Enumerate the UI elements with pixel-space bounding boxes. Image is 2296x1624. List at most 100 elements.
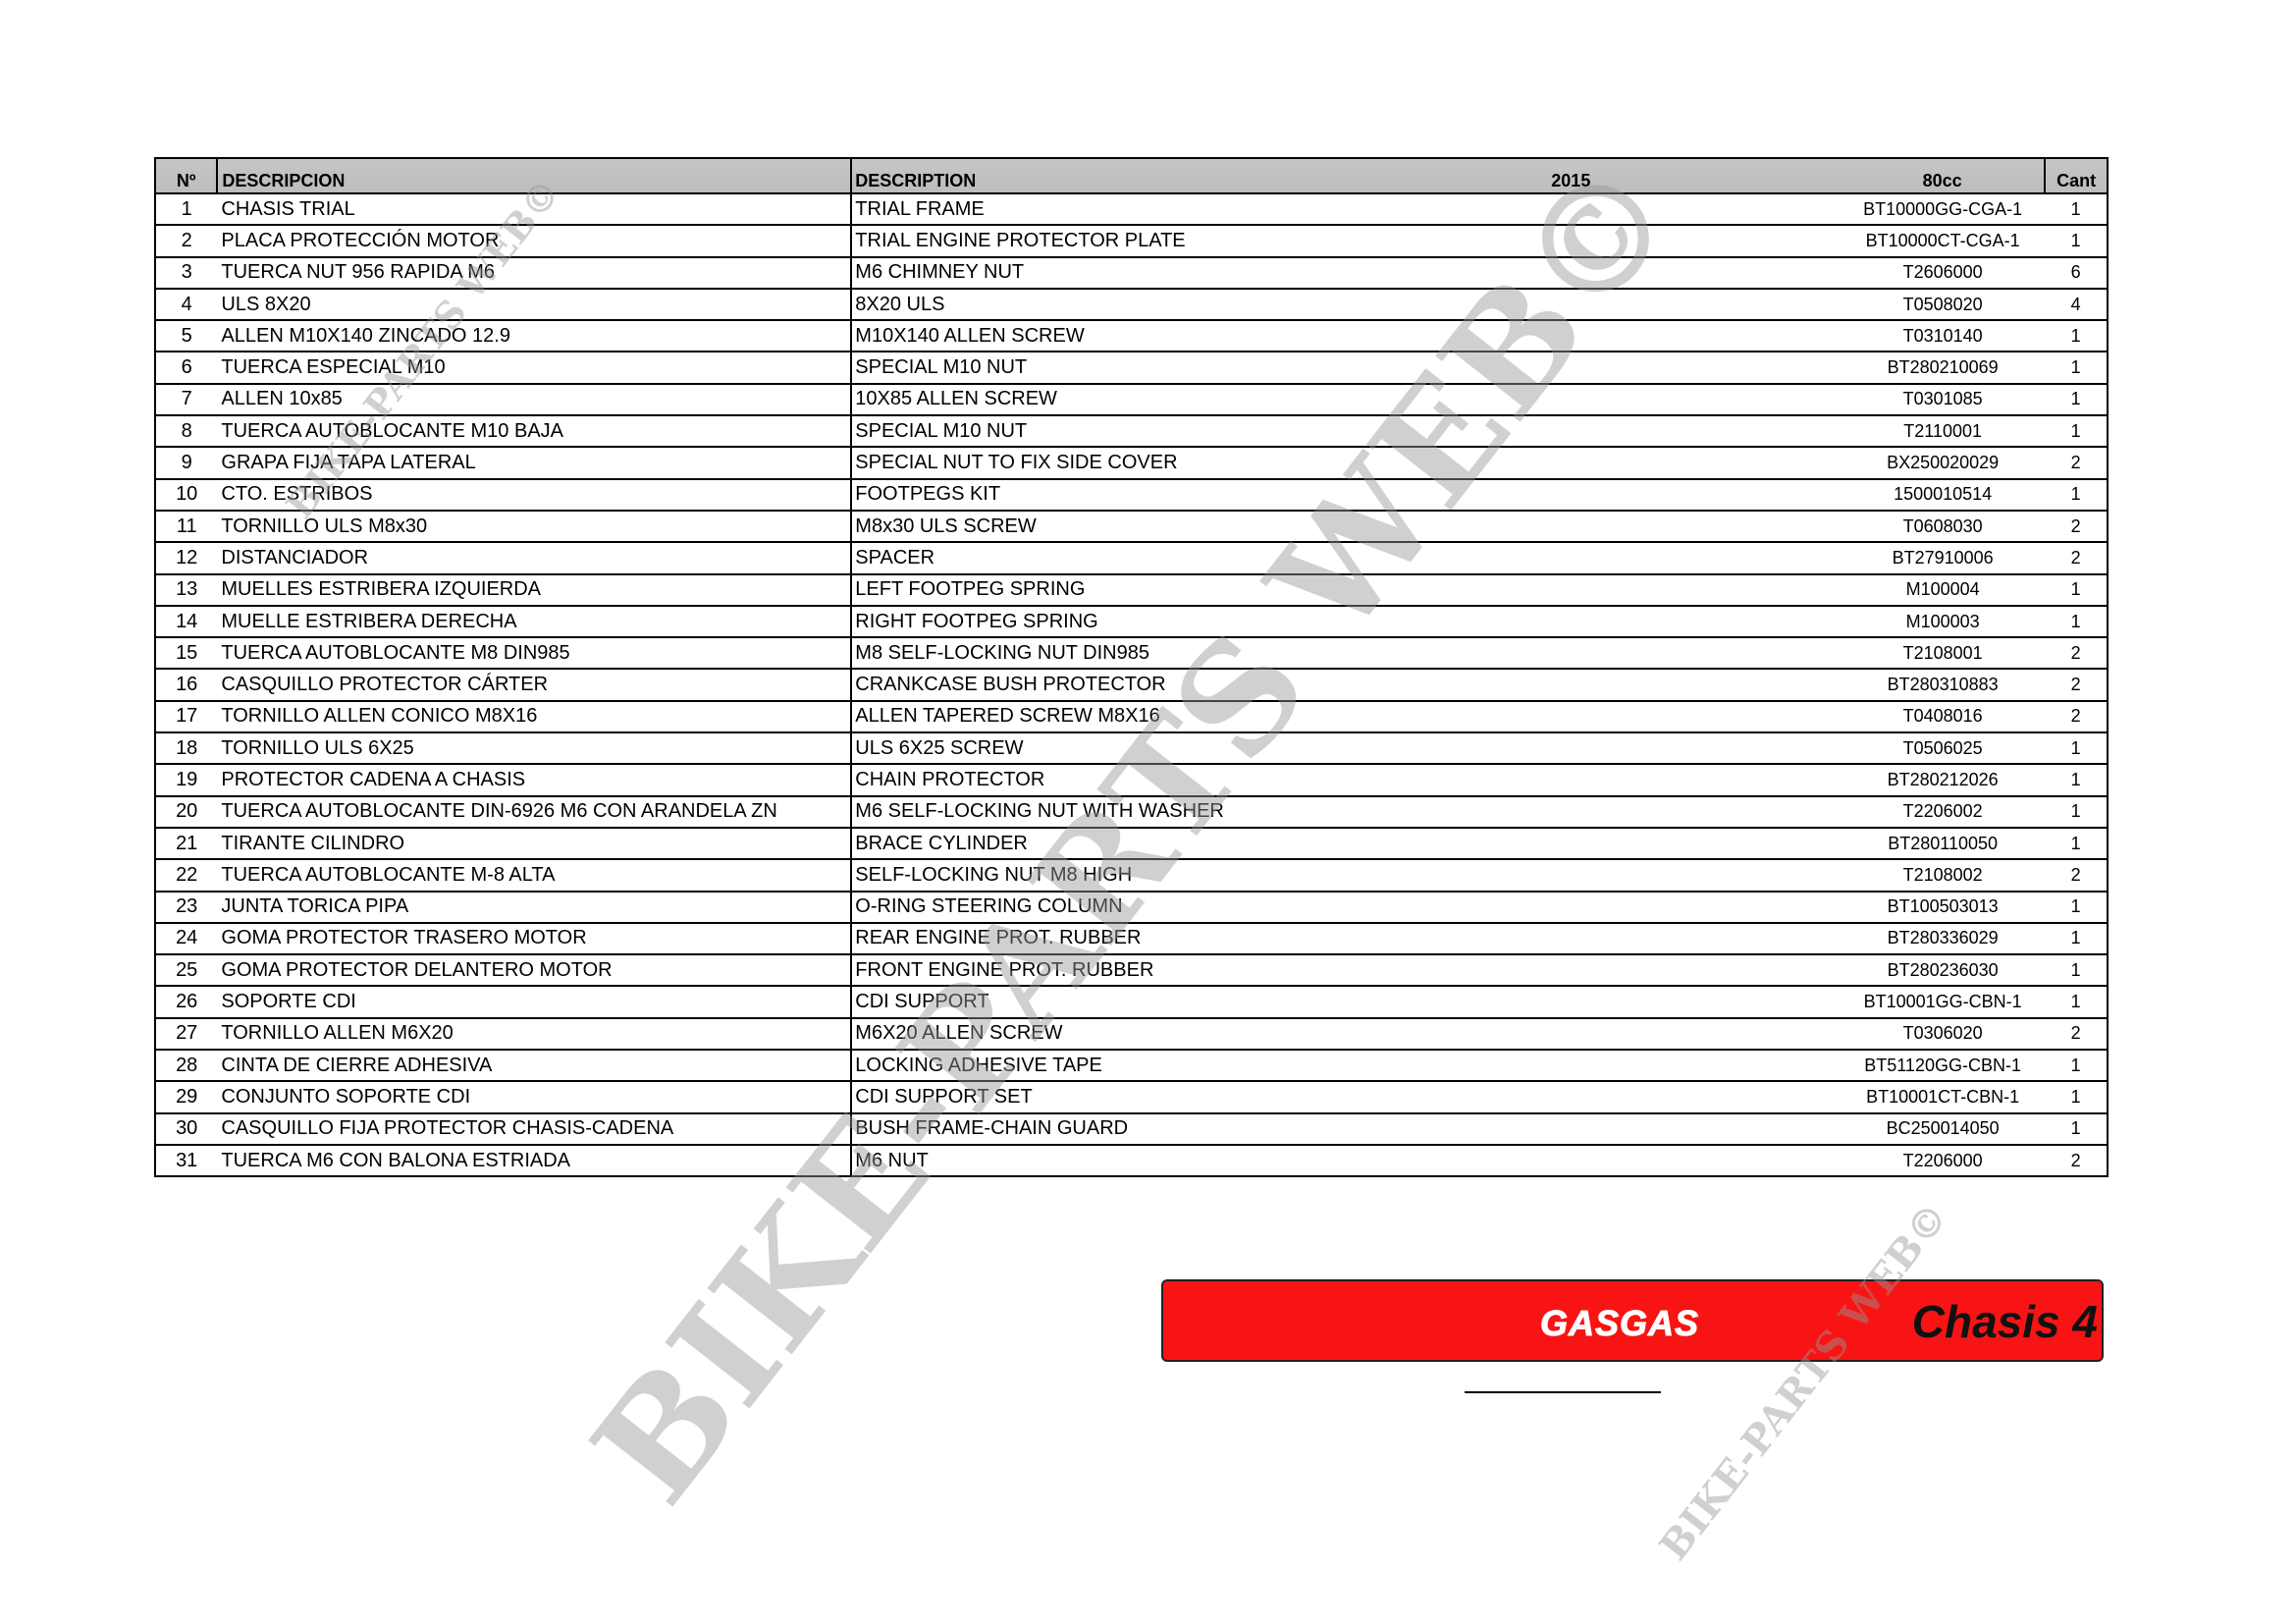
row-number: 1 <box>155 193 218 227</box>
part-code-cell: BX250020029 <box>1840 447 2046 480</box>
description-cell: LEFT FOOTPEG SPRING <box>850 573 1841 607</box>
descripcion-cell: CASQUILLO FIJA PROTECTOR CHASIS-CADENA <box>217 1112 852 1146</box>
quantity-cell: 2 <box>2045 447 2108 480</box>
description-cell: LOCKING ADHESIVE TAPE <box>850 1050 1841 1083</box>
description-cell: M6 SELF-LOCKING NUT WITH WASHER <box>850 795 1841 829</box>
header-description-label: DESCRIPTION <box>855 171 977 190</box>
quantity-cell: 2 <box>2045 1144 2108 1178</box>
table-header-row: Nº DESCRIPCION DESCRIPTION 2015 80cc Cant <box>155 158 2108 194</box>
part-code-cell: BT10000GG-CGA-1 <box>1840 193 2046 227</box>
table-row: 14 MUELLE ESTRIBERA DERECHA RIGHT FOOTPEG … <box>155 605 2108 639</box>
part-code-cell: 1500010514 <box>1840 478 2046 512</box>
quantity-cell: 2 <box>2045 1017 2108 1052</box>
table-row: 18 TORNILLO ULS 6X25 ULS 6X25 SCREW T050602… <box>155 732 2108 766</box>
description-cell: RIGHT FOOTPEG SPRING <box>850 605 1841 639</box>
quantity-cell: 6 <box>2045 256 2108 290</box>
description-cell: 8X20 ULS <box>850 288 1841 322</box>
part-code-cell: BT10001GG-CBN-1 <box>1840 986 2046 1019</box>
part-code-cell: BT100503013 <box>1840 891 2046 924</box>
table-row: 31 TUERCA M6 CON BALONA ESTRIADA M6 NUT T22… <box>155 1144 2108 1178</box>
descripcion-cell: ULS 8X20 <box>217 288 852 322</box>
quantity-cell: 2 <box>2045 700 2108 734</box>
header-cant: Cant <box>2044 158 2108 194</box>
quantity-cell: 2 <box>2045 637 2108 671</box>
description-cell: FOOTPEGS KIT <box>850 478 1841 512</box>
description-cell: REAR ENGINE PROT. RUBBER <box>850 922 1841 956</box>
table-row: 17 TORNILLO ALLEN CONICO M8X16 ALLEN TAPER… <box>155 700 2108 734</box>
part-code-cell: T0408016 <box>1840 700 2046 734</box>
quantity-cell: 1 <box>2045 383 2108 417</box>
quantity-cell: 1 <box>2045 891 2108 924</box>
watermark: BIKE-PARTS WEB© <box>1650 1194 1958 1569</box>
section-title: Chasis 4 <box>1911 1296 2098 1347</box>
part-code-cell: T2206002 <box>1840 795 2046 829</box>
row-number: 3 <box>155 256 218 290</box>
row-number: 7 <box>155 383 218 417</box>
table-row: 10 CTO. ESTRIBOS FOOTPEGS KIT 1500010514 1 <box>155 478 2108 512</box>
descripcion-cell: CONJUNTO SOPORTE CDI <box>217 1081 852 1114</box>
quantity-cell: 2 <box>2045 669 2108 702</box>
row-number: 6 <box>155 352 218 385</box>
descripcion-cell: TIRANTE CILINDRO <box>217 827 852 861</box>
descripcion-cell: TUERCA AUTOBLOCANTE M8 DIN985 <box>217 637 852 671</box>
quantity-cell: 1 <box>2045 1050 2108 1083</box>
row-number: 10 <box>155 478 218 512</box>
description-cell: M6X20 ALLEN SCREW <box>850 1017 1841 1052</box>
descripcion-cell: CASQUILLO PROTECTOR CÁRTER <box>217 669 852 702</box>
quantity-cell: 1 <box>2045 795 2108 829</box>
description-cell: M6 CHIMNEY NUT <box>850 256 1841 290</box>
descripcion-cell: CTO. ESTRIBOS <box>217 478 852 512</box>
table-row: 25 GOMA PROTECTOR DELANTERO MOTOR FRONT EN… <box>155 954 2108 988</box>
quantity-cell: 1 <box>2045 954 2108 988</box>
part-code-cell: M100004 <box>1840 573 2046 607</box>
header-model: 80cc <box>1840 158 2046 194</box>
part-code-cell: BT280210069 <box>1840 352 2046 385</box>
table-row: 22 TUERCA AUTOBLOCANTE M-8 ALTA SELF-LOCKI… <box>155 859 2108 893</box>
table-row: 29 CONJUNTO SOPORTE CDI CDI SUPPORT SET BT1… <box>155 1081 2108 1114</box>
description-cell: TRIAL ENGINE PROTECTOR PLATE <box>850 225 1841 258</box>
table-row: 30 CASQUILLO FIJA PROTECTOR CHASIS-CADENA… <box>155 1112 2108 1146</box>
part-code-cell: T0506025 <box>1840 732 2046 766</box>
description-cell: CRANKCASE BUSH PROTECTOR <box>850 669 1841 702</box>
table-row: 16 CASQUILLO PROTECTOR CÁRTER CRANKCASE BU… <box>155 669 2108 702</box>
part-code-cell: T2108001 <box>1840 637 2046 671</box>
description-cell: CDI SUPPORT SET <box>850 1081 1841 1114</box>
description-cell: ULS 6X25 SCREW <box>850 732 1841 766</box>
row-number: 2 <box>155 225 218 258</box>
part-code-cell: BT280212026 <box>1840 764 2046 797</box>
header-year: 2015 <box>1551 171 1591 190</box>
descripcion-cell: TORNILLO ALLEN CONICO M8X16 <box>217 700 852 734</box>
row-number: 30 <box>155 1112 218 1146</box>
table-row: 21 TIRANTE CILINDRO BRACE CYLINDER BT280110… <box>155 827 2108 861</box>
part-code-cell: T2206000 <box>1840 1144 2046 1178</box>
part-code-cell: BT10000CT-CGA-1 <box>1840 225 2046 258</box>
table-row: 26 SOPORTE CDI CDI SUPPORT BT10001GG-CBN-1 1 <box>155 986 2108 1019</box>
section-banner: GASGAS Chasis 4 <box>1161 1279 2104 1362</box>
part-code-cell: T0508020 <box>1840 288 2046 322</box>
descripcion-cell: TUERCA AUTOBLOCANTE M10 BAJA <box>217 415 852 449</box>
description-cell: 10X85 ALLEN SCREW <box>850 383 1841 417</box>
row-number: 13 <box>155 573 218 607</box>
row-number: 16 <box>155 669 218 702</box>
part-code-cell: T0306020 <box>1840 1017 2046 1052</box>
description-cell: ALLEN TAPERED SCREW M8X16 <box>850 700 1841 734</box>
row-number: 20 <box>155 795 218 829</box>
description-cell: M8 SELF-LOCKING NUT DIN985 <box>850 637 1841 671</box>
descripcion-cell: MUELLE ESTRIBERA DERECHA <box>217 605 852 639</box>
description-cell: CHAIN PROTECTOR <box>850 764 1841 797</box>
descripcion-cell: PLACA PROTECCIÓN MOTOR <box>217 225 852 258</box>
quantity-cell: 1 <box>2045 1112 2108 1146</box>
row-number: 28 <box>155 1050 218 1083</box>
quantity-cell: 2 <box>2045 542 2108 575</box>
row-number: 21 <box>155 827 218 861</box>
part-code-cell: M100003 <box>1840 605 2046 639</box>
row-number: 15 <box>155 637 218 671</box>
table-row: 23 JUNTA TORICA PIPA O-RING STEERING COLUM… <box>155 891 2108 924</box>
quantity-cell: 1 <box>2045 764 2108 797</box>
quantity-cell: 1 <box>2045 352 2108 385</box>
part-code-cell: BT280310883 <box>1840 669 2046 702</box>
descripcion-cell: SOPORTE CDI <box>217 986 852 1019</box>
row-number: 9 <box>155 447 218 480</box>
part-code-cell: BC250014050 <box>1840 1112 2046 1146</box>
table-row: 15 TUERCA AUTOBLOCANTE M8 DIN985 M8 SELF-L… <box>155 637 2108 671</box>
